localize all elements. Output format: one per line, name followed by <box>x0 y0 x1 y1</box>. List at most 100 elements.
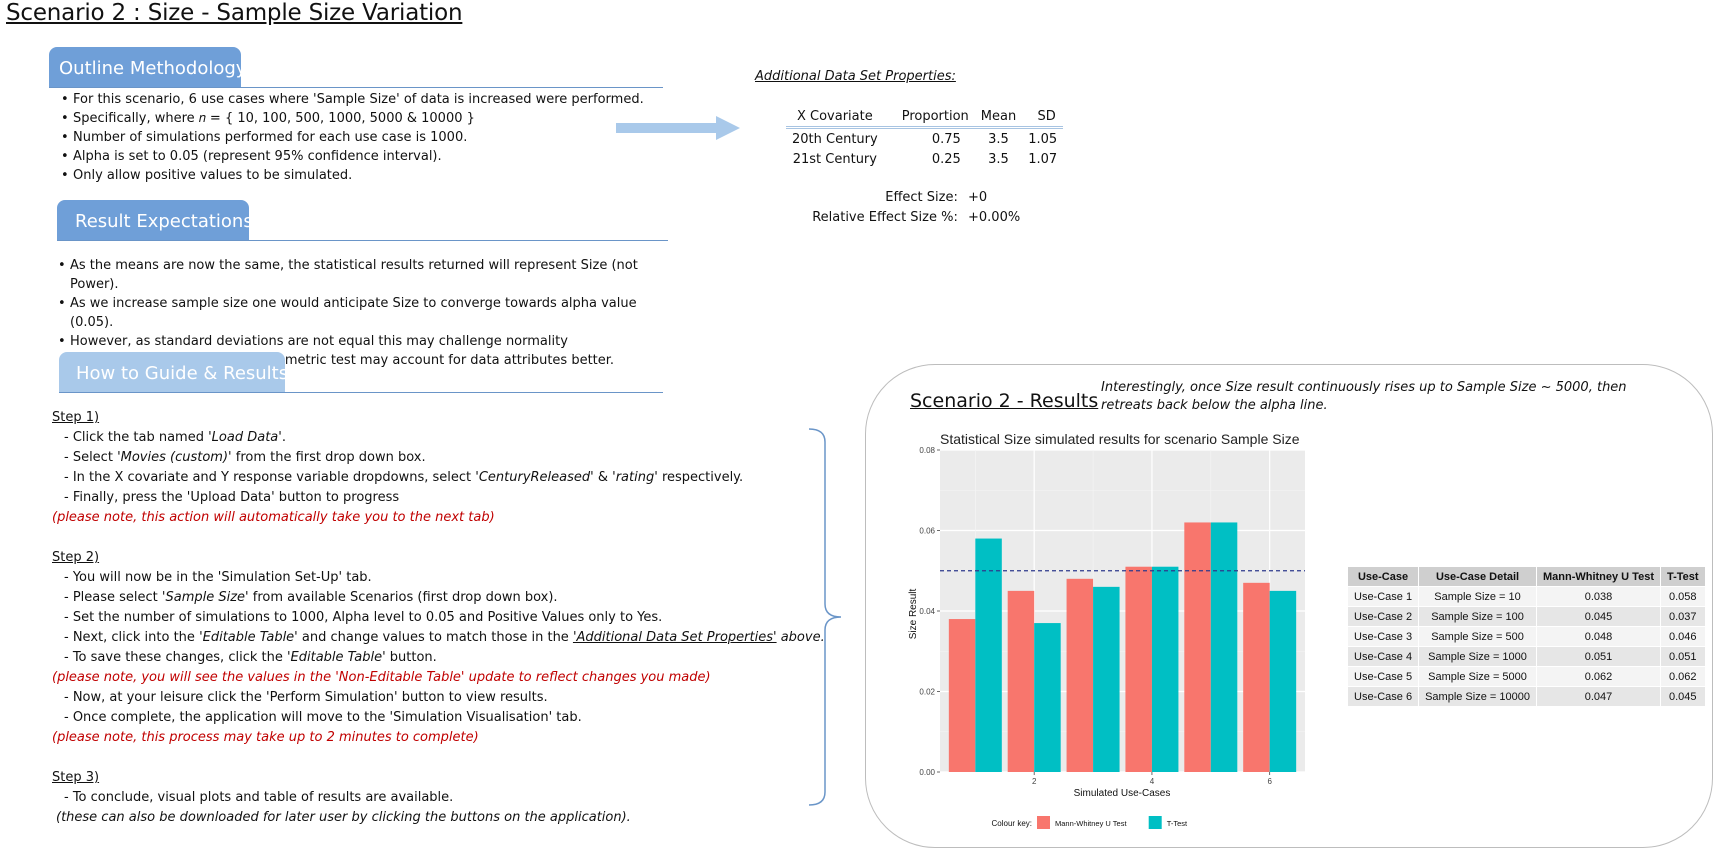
relative-effect-value: +0.00% <box>968 210 1021 225</box>
results-table-cell: Use-Case 2 <box>1346 606 1420 627</box>
results-table-cell: Use-Case 3 <box>1346 626 1420 647</box>
results-table-cell: Use-Case 6 <box>1346 686 1420 707</box>
results-table-header: T-Test <box>1659 566 1706 587</box>
results-table-cell: Sample Size = 1000 <box>1418 646 1537 667</box>
step2-line4: - Next, click into the 'Editable Table' … <box>64 630 825 645</box>
results-table-cell: 0.062 <box>1535 666 1661 687</box>
step2-line6: - Now, at your leisure click the 'Perfor… <box>64 690 548 705</box>
results-table-cell: Sample Size = 100 <box>1418 606 1537 627</box>
legend-label: T-Test <box>1167 819 1188 828</box>
step2-line2: - Please select 'Sample Size' from avail… <box>64 590 558 605</box>
step2-line1: - You will now be in the 'Simulation Set… <box>64 570 372 585</box>
bar <box>1034 623 1061 772</box>
results-table-row: Use-Case 5 Sample Size = 5000 0.062 0.062 <box>1346 666 1706 687</box>
results-table-row: Use-Case 6 Sample Size = 10000 0.047 0.045 <box>1346 686 1706 707</box>
y-tick-label: 0.00 <box>919 768 935 777</box>
y-tick-label: 0.04 <box>919 607 935 616</box>
results-table-cell: Sample Size = 5000 <box>1418 666 1537 687</box>
step2-note1: (please note, you will see the values in… <box>52 670 711 685</box>
relative-effect-label: Relative Effect Size %: <box>812 210 958 225</box>
properties-row: 21st Century 0.25 3.5 1.07 <box>792 151 1058 167</box>
effect-size-value: +0 <box>968 190 988 205</box>
properties-table: X Covariate Proportion Mean SD 20th Cent… <box>786 106 1064 169</box>
bar <box>1066 578 1094 772</box>
outline-rule <box>49 87 663 88</box>
results-table-cell: 0.038 <box>1535 586 1661 607</box>
step1-line3: - In the X covariate and Y response vari… <box>64 470 744 485</box>
step1-line1: - Click the tab named 'Load Data'. <box>64 430 286 445</box>
properties-header: Proportion <box>883 106 975 129</box>
step1-line4: - Finally, press the 'Upload Data' butto… <box>64 490 400 505</box>
step2-line5: - To save these changes, click the 'Edit… <box>64 650 437 665</box>
x-axis-label: Simulated Use-Cases <box>1074 788 1171 799</box>
results-table-cell: Use-Case 4 <box>1346 646 1420 667</box>
results-table-header: Mann-Whitney U Test <box>1535 566 1661 587</box>
results-table-row: Use-Case 3 Sample Size = 500 0.048 0.046 <box>1346 626 1706 647</box>
y-axis-label: Size Result <box>908 588 919 639</box>
results-table-cell: Sample Size = 500 <box>1418 626 1537 647</box>
step2-line7: - Once complete, the application will mo… <box>64 710 582 725</box>
arrow-right-icon <box>616 116 740 140</box>
outline-bullet: Only allow positive values to be simulat… <box>59 166 659 185</box>
effect-size-label: Effect Size: <box>885 190 958 205</box>
result-expectations-header: Result Expectations <box>57 200 253 240</box>
step2-line3: - Set the number of simulations to 1000,… <box>64 610 663 625</box>
results-table-cell: 0.046 <box>1659 626 1706 647</box>
outline-methodology-header: Outline Methodology <box>49 47 246 87</box>
legend-label: Mann-Whitney U Test <box>1055 819 1127 828</box>
outline-bullets: For this scenario, 6 use cases where 'Sa… <box>59 90 659 185</box>
y-tick-label: 0.06 <box>919 527 935 536</box>
chart-title: Statistical Size simulated results for s… <box>940 431 1300 447</box>
bracket-icon <box>808 428 842 806</box>
x-tick-label: 6 <box>1267 777 1272 786</box>
relative-effect-size: Relative Effect Size %: +0.00% <box>0 210 1021 225</box>
results-table-row: Use-Case 2 Sample Size = 100 0.045 0.037 <box>1346 606 1706 627</box>
step1-label: Step 1) <box>52 410 100 425</box>
bar <box>1151 566 1179 772</box>
page-title: Scenario 2 : Size - Sample Size Variatio… <box>6 0 463 26</box>
size-results-chart: Statistical Size simulated results for s… <box>908 431 1305 829</box>
outline-bullet: Number of simulations performed for each… <box>59 128 659 147</box>
y-tick-label: 0.02 <box>919 688 935 697</box>
outline-bullet: For this scenario, 6 use cases where 'Sa… <box>59 90 659 109</box>
results-table-cell: 0.051 <box>1659 646 1706 667</box>
results-table-cell: Sample Size = 10 <box>1418 586 1537 607</box>
how-to-steps: Step 1) - Click the tab named 'Load Data… <box>52 408 825 828</box>
properties-header: Mean <box>974 106 1023 129</box>
bar <box>1184 522 1211 772</box>
outline-bullet: Alpha is set to 0.05 (represent 95% conf… <box>59 147 659 166</box>
step1-line2: - Select 'Movies (custom)' from the firs… <box>64 450 426 465</box>
results-table-cell: 0.062 <box>1659 666 1706 687</box>
step3-line1: - To conclude, visual plots and table of… <box>64 790 454 805</box>
x-tick-label: 2 <box>1032 777 1037 786</box>
expectations-rule <box>57 240 668 241</box>
y-tick-label: 0.08 <box>919 446 935 455</box>
bar <box>948 619 976 772</box>
chart-legend: Colour key: Mann-Whitney U Test T-Test <box>992 816 1188 829</box>
bar <box>1125 566 1152 772</box>
results-table-cell: 0.058 <box>1659 586 1706 607</box>
results-table-header: Use-Case <box>1346 566 1420 587</box>
results-table-cell: Use-Case 5 <box>1346 666 1420 687</box>
results-table-row: Use-Case 1 Sample Size = 10 0.038 0.058 <box>1346 586 1706 607</box>
results-table-header: Use-Case Detail <box>1418 566 1537 587</box>
results-table-cell: 0.051 <box>1535 646 1661 667</box>
legend-swatch <box>1037 816 1050 829</box>
howto-rule <box>59 392 663 393</box>
bar <box>1269 590 1297 772</box>
effect-size: Effect Size: +0 <box>0 190 1013 205</box>
step3-label: Step 3) <box>52 770 100 785</box>
results-table-cell: 0.045 <box>1535 606 1661 627</box>
legend-swatch <box>1148 816 1162 829</box>
properties-row: 20th Century 0.75 3.5 1.05 <box>792 131 1058 147</box>
bar <box>1210 522 1238 772</box>
plot-area: 0.00 0.02 0.04 0.06 0.08 2 4 6 <box>919 446 1305 786</box>
step2-note2: (please note, this process may take up t… <box>52 730 479 745</box>
properties-title: Additional Data Set Properties: <box>755 69 956 84</box>
x-tick-label: 4 <box>1150 777 1155 786</box>
results-table-cell: Sample Size = 10000 <box>1418 686 1537 707</box>
expectations-bullets: As the means are now the same, the stati… <box>56 256 656 370</box>
bar <box>1093 586 1120 772</box>
bar <box>975 538 1002 772</box>
bar <box>1243 582 1270 772</box>
